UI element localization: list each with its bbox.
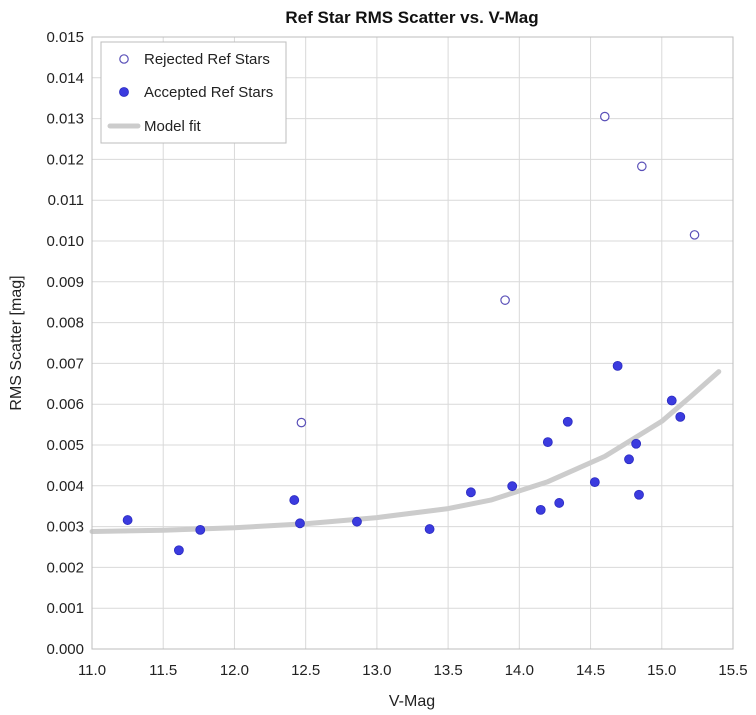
y-tick-label: 0.004 bbox=[46, 478, 84, 495]
y-tick-label: 0.002 bbox=[46, 559, 84, 576]
x-tick-label: 15.0 bbox=[647, 662, 676, 679]
y-tick-label: 0.001 bbox=[46, 600, 84, 617]
chart-title: Ref Star RMS Scatter vs. V-Mag bbox=[285, 8, 538, 27]
x-tick-label: 13.5 bbox=[434, 662, 463, 679]
y-tick-label: 0.000 bbox=[46, 641, 84, 658]
accepted-ref-star-point bbox=[535, 504, 546, 515]
rejected-ref-star-point bbox=[500, 295, 510, 305]
y-tick-label: 0.009 bbox=[46, 274, 84, 291]
plot-frame bbox=[91, 36, 734, 650]
accepted-ref-star-point bbox=[634, 489, 644, 500]
x-tick-label: 14.5 bbox=[576, 662, 605, 679]
accepted-ref-star-point bbox=[624, 454, 634, 465]
y-tick-label: 0.014 bbox=[46, 70, 84, 87]
y-tick-label: 0.015 bbox=[46, 29, 84, 46]
grid-lines bbox=[91, 36, 734, 650]
y-axis-label: RMS Scatter [mag] bbox=[8, 275, 25, 410]
legend-accepted-marker bbox=[119, 87, 129, 97]
accepted-ref-star-point bbox=[666, 395, 677, 406]
rejected-ref-star-point bbox=[637, 161, 647, 172]
x-tick-label: 15.5 bbox=[718, 662, 747, 679]
x-tick-label: 11.0 bbox=[78, 662, 106, 679]
accepted-ref-star-point bbox=[542, 437, 553, 448]
y-tick-label: 0.011 bbox=[48, 192, 84, 209]
legend-rejected-label: Rejected Ref Stars bbox=[144, 51, 270, 68]
x-tick-label: 11.5 bbox=[149, 662, 177, 679]
y-tick-label: 0.008 bbox=[46, 315, 84, 332]
accepted-ref-star-point bbox=[295, 518, 305, 529]
accepted-ref-star-point bbox=[195, 524, 206, 535]
y-tick-label: 0.003 bbox=[46, 519, 84, 536]
accepted-ref-star-point bbox=[631, 438, 642, 449]
legend-model-label: Model fit bbox=[144, 118, 202, 135]
y-tick-label: 0.005 bbox=[46, 437, 84, 454]
accepted-ref-star-point bbox=[562, 416, 573, 427]
y-tick-label: 0.012 bbox=[46, 151, 84, 168]
accepted-ref-star-point bbox=[589, 477, 600, 488]
x-axis-label: V-Mag bbox=[389, 693, 435, 710]
x-tick-label: 12.0 bbox=[220, 662, 249, 679]
y-tick-label: 0.013 bbox=[46, 111, 84, 128]
data-points-layer bbox=[122, 111, 700, 556]
accepted-ref-star-point bbox=[507, 481, 518, 492]
accepted-ref-star-point bbox=[122, 515, 133, 525]
rejected-ref-star-point bbox=[599, 111, 610, 122]
accepted-ref-star-point bbox=[554, 498, 565, 508]
model-fit-layer bbox=[89, 369, 722, 534]
accepted-ref-star-point bbox=[289, 495, 300, 505]
legend-accepted-label: Accepted Ref Stars bbox=[144, 84, 273, 101]
y-tick-label: 0.007 bbox=[46, 355, 84, 372]
accepted-ref-star-point bbox=[612, 360, 623, 371]
legend: Rejected Ref Stars Accepted Ref Stars Mo… bbox=[100, 41, 287, 144]
rejected-ref-star-point bbox=[689, 230, 700, 240]
y-axis-ticks: 0.000 0.001 0.002 0.003 0.004 0.005 0.006 0.007… bbox=[46, 29, 84, 658]
x-axis-ticks: 11.0 11.5 12.0 12.5 13.0 13.5 14.0 14.5 15.0 15.5 bbox=[78, 662, 748, 679]
x-tick-label: 12.5 bbox=[291, 662, 320, 679]
accepted-ref-star-point bbox=[352, 516, 362, 527]
x-tick-label: 14.0 bbox=[505, 662, 534, 679]
model-fit-line bbox=[89, 369, 722, 534]
accepted-ref-star-point bbox=[675, 411, 686, 422]
y-tick-label: 0.010 bbox=[46, 233, 84, 250]
x-tick-label: 13.0 bbox=[362, 662, 391, 679]
legend-rejected-marker bbox=[119, 54, 129, 64]
rejected-ref-star-point bbox=[296, 417, 307, 428]
y-tick-label: 0.006 bbox=[46, 396, 84, 413]
accepted-ref-star-point bbox=[173, 545, 184, 556]
accepted-ref-star-point bbox=[466, 487, 476, 498]
accepted-ref-star-point bbox=[424, 524, 435, 534]
